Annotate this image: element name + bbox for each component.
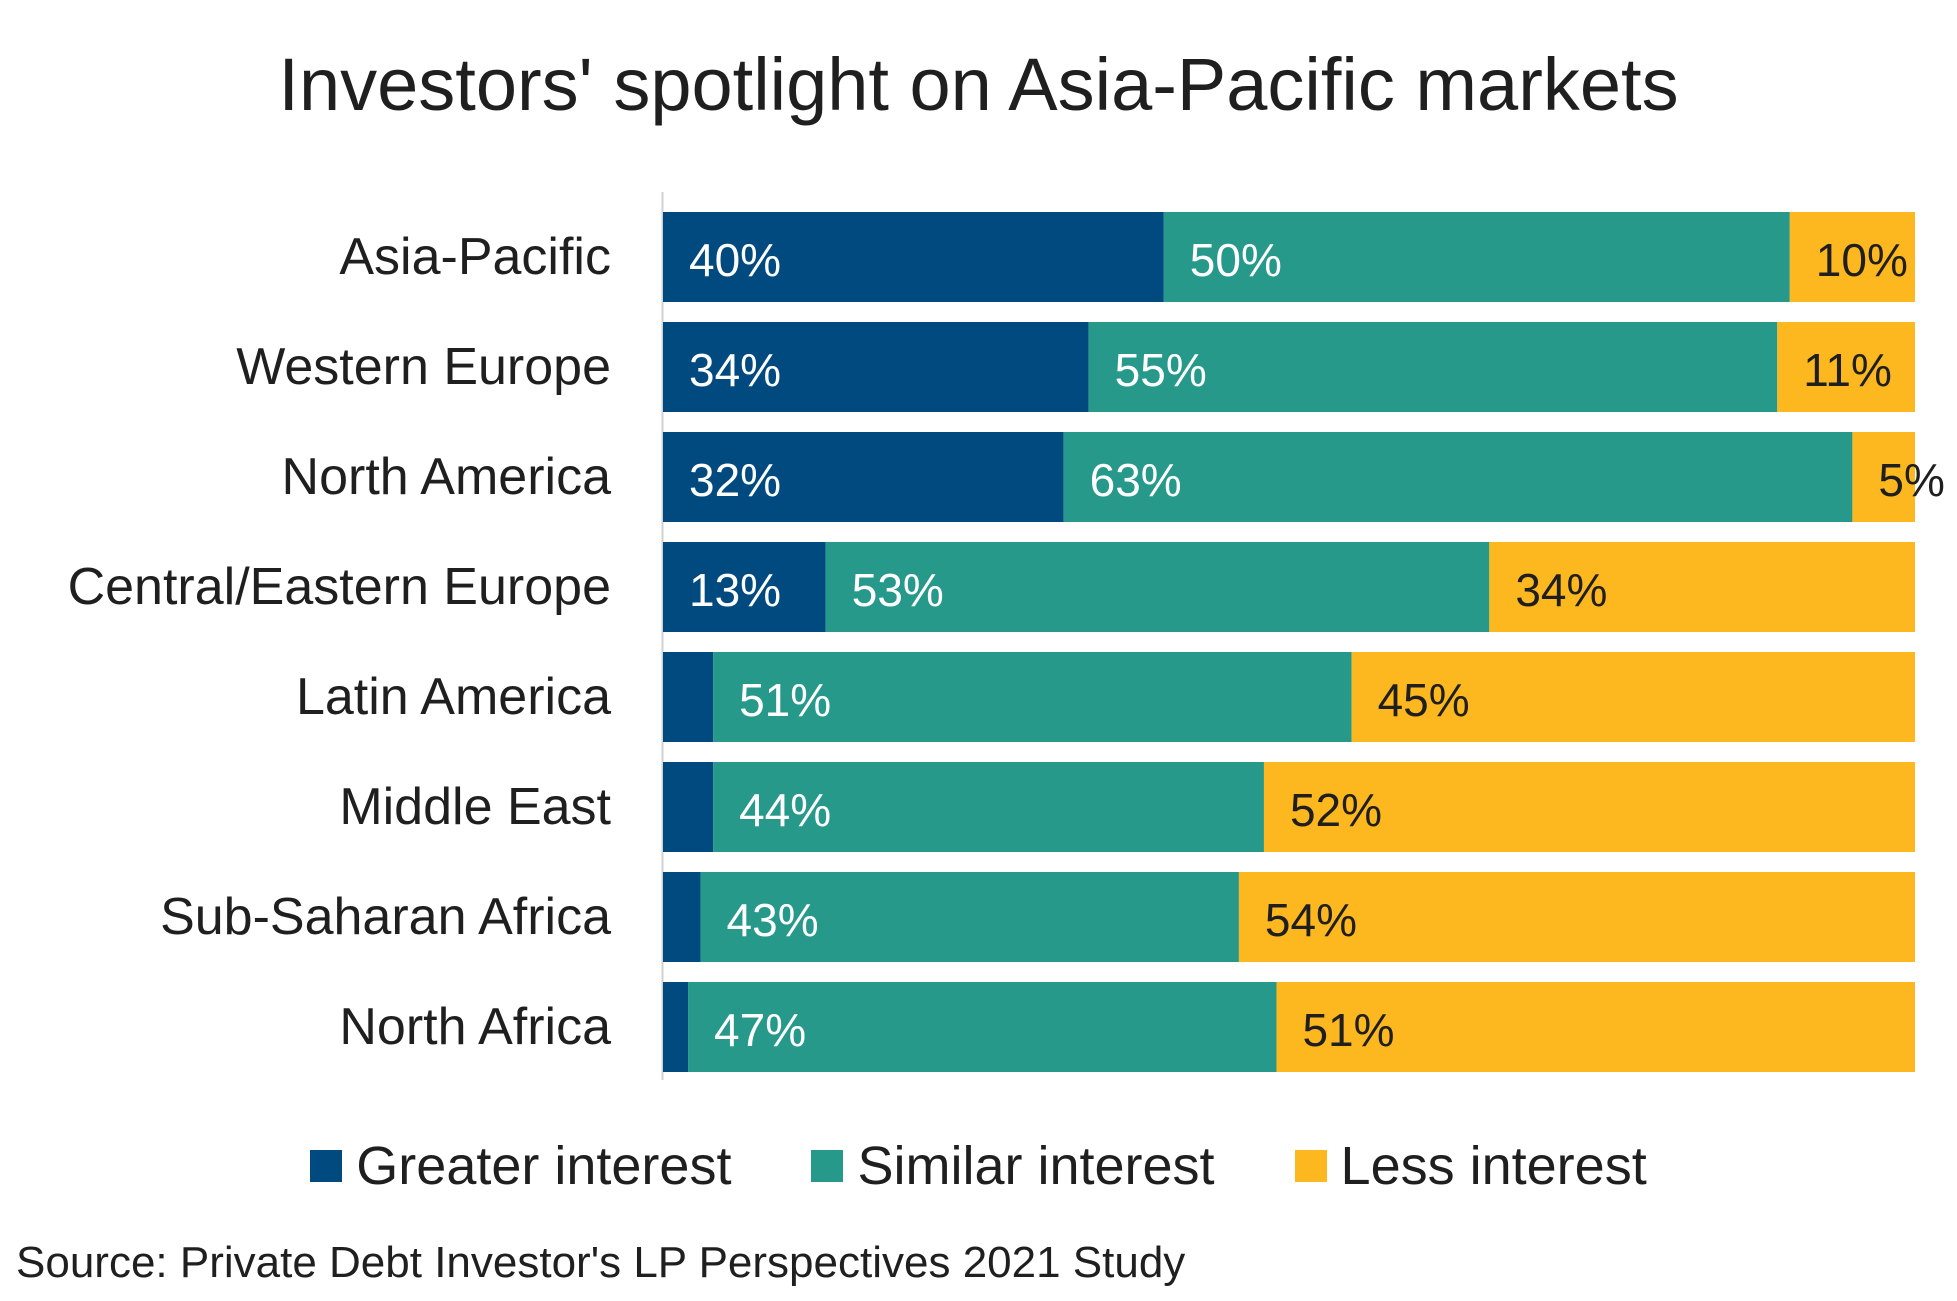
- bar-segment: [713, 762, 1264, 852]
- legend: Greater interest Similar interest Less i…: [0, 1135, 1957, 1197]
- bar-segment: [663, 212, 1164, 302]
- legend-swatch-similar: [811, 1150, 844, 1182]
- stacked-bar-chart: Asia-Pacific 40% 50% 10% Western Europe 34% 55…: [68, 192, 1945, 1080]
- legend-label-less: Less interest: [1340, 1136, 1647, 1196]
- data-label: 34%: [689, 344, 781, 396]
- legend-item-greater: Greater interest: [310, 1135, 731, 1197]
- bar-segment: [700, 872, 1239, 962]
- legend-swatch-greater: [310, 1150, 343, 1182]
- category-label: Latin America: [296, 668, 611, 726]
- bar-segment: [663, 872, 701, 962]
- bar-segment: [663, 322, 1089, 412]
- bar-segment: [1263, 762, 1915, 852]
- bar-segment: [663, 542, 826, 632]
- chart-title: Investors' spotlight on Asia-Pacific mar…: [278, 43, 1679, 126]
- bar-segment: [663, 982, 689, 1072]
- bar-segment: [825, 542, 1490, 632]
- category-label: North America: [282, 448, 612, 506]
- bar-segment: [1238, 872, 1915, 962]
- data-label: 51%: [739, 674, 831, 726]
- category-label: Middle East: [339, 778, 611, 836]
- bar-segment: [1789, 212, 1915, 302]
- bar-segment: [663, 432, 1064, 522]
- bar-segment: [1063, 432, 1853, 522]
- data-label: 53%: [852, 564, 944, 616]
- data-label: 34%: [1515, 564, 1607, 616]
- bar-segment: [663, 652, 714, 742]
- data-label: 63%: [1090, 454, 1182, 506]
- bar-segment: [1276, 982, 1915, 1072]
- data-label: 45%: [1378, 674, 1470, 726]
- bar-segment: [663, 762, 714, 852]
- data-label: 10%: [1816, 234, 1908, 286]
- legend-item-less: Less interest: [1294, 1135, 1647, 1197]
- data-label: 50%: [1190, 234, 1282, 286]
- category-label: Asia-Pacific: [339, 228, 611, 286]
- data-label: 43%: [727, 894, 819, 946]
- data-label: 11%: [1803, 344, 1892, 396]
- bar-segment: [688, 982, 1277, 1072]
- bar-segment: [1088, 322, 1778, 412]
- bar-segment: [1777, 322, 1915, 412]
- bar-segment: [1351, 652, 1915, 742]
- data-label: 44%: [739, 784, 831, 836]
- data-label: 54%: [1265, 894, 1357, 946]
- data-label: 51%: [1302, 1004, 1394, 1056]
- bar-segment: [713, 652, 1352, 742]
- data-label: 40%: [689, 234, 781, 286]
- category-label: Western Europe: [236, 338, 611, 396]
- category-label: Sub-Saharan Africa: [160, 888, 611, 946]
- category-label: North Africa: [339, 998, 611, 1056]
- data-label: 52%: [1290, 784, 1382, 836]
- bar-segment: [1163, 212, 1790, 302]
- legend-label-greater: Greater interest: [356, 1136, 732, 1196]
- bar-segment: [1852, 432, 1915, 522]
- data-label: 13%: [689, 564, 781, 616]
- bar-segment: [1489, 542, 1915, 632]
- data-label: 32%: [689, 454, 781, 506]
- source-note: Source: Private Debt Investor's LP Persp…: [16, 1238, 1186, 1287]
- legend-swatch-less: [1294, 1150, 1327, 1182]
- data-label: 47%: [714, 1004, 806, 1056]
- category-label: Central/Eastern Europe: [68, 558, 611, 616]
- data-label: 55%: [1115, 344, 1207, 396]
- data-label: 5%: [1878, 454, 1944, 506]
- legend-item-similar: Similar interest: [811, 1135, 1215, 1197]
- legend-label-similar: Similar interest: [857, 1136, 1215, 1196]
